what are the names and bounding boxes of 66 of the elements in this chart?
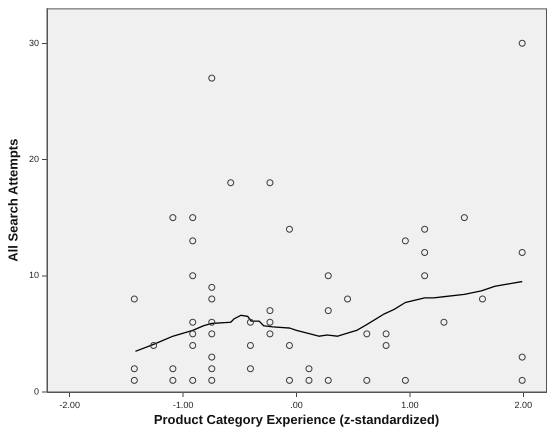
point <box>324 307 332 314</box>
point <box>518 354 526 361</box>
point <box>189 272 196 280</box>
point <box>440 318 448 326</box>
point <box>189 342 196 350</box>
point <box>246 365 254 372</box>
point <box>130 365 138 372</box>
y-tick-label: 20 <box>28 154 39 164</box>
point <box>324 272 332 280</box>
point <box>189 318 196 326</box>
x-tick-label: .00 <box>290 400 303 410</box>
point <box>382 342 390 350</box>
point <box>518 376 526 384</box>
y-axis-title: All Search Attempts <box>5 138 20 262</box>
point <box>305 365 312 372</box>
point <box>266 330 274 338</box>
point <box>363 376 370 384</box>
y-tick-label: 0 <box>34 386 39 396</box>
point <box>130 376 138 384</box>
point <box>286 342 293 350</box>
point <box>363 330 370 338</box>
point <box>246 318 254 326</box>
point <box>246 342 254 350</box>
point <box>208 296 216 303</box>
point <box>382 330 390 338</box>
y-tick-label: 10 <box>28 270 39 280</box>
y-tick-label: 30 <box>28 38 39 48</box>
point <box>208 330 216 338</box>
x-tick-label: 2.00 <box>514 400 532 410</box>
point <box>189 376 196 384</box>
point <box>344 296 352 303</box>
point <box>227 179 234 186</box>
point <box>189 214 196 222</box>
point <box>305 376 312 384</box>
point <box>208 74 216 82</box>
point <box>189 237 196 244</box>
point <box>324 376 332 384</box>
point <box>286 376 293 384</box>
point <box>169 365 176 372</box>
point <box>208 365 216 372</box>
point <box>266 179 274 186</box>
point <box>208 318 216 326</box>
point <box>402 237 409 244</box>
point <box>402 376 409 384</box>
point <box>150 342 158 350</box>
point <box>421 272 428 280</box>
point <box>286 226 293 233</box>
x-axis-title: Product Category Experience (z-standardized) <box>154 412 440 427</box>
point <box>518 40 526 47</box>
point <box>189 330 196 338</box>
point <box>266 307 274 314</box>
point <box>266 318 274 326</box>
point <box>460 214 468 222</box>
point <box>208 284 216 291</box>
point <box>208 376 216 384</box>
point <box>169 376 176 384</box>
point <box>208 354 216 361</box>
point <box>421 249 428 256</box>
point <box>478 296 486 303</box>
point <box>169 214 176 222</box>
point <box>421 226 428 233</box>
x-tick-label: -1.00 <box>172 400 194 410</box>
x-tick-label: 1.00 <box>401 400 419 410</box>
x-tick-label: -2.00 <box>59 400 80 410</box>
point <box>518 249 526 256</box>
point <box>130 296 138 303</box>
